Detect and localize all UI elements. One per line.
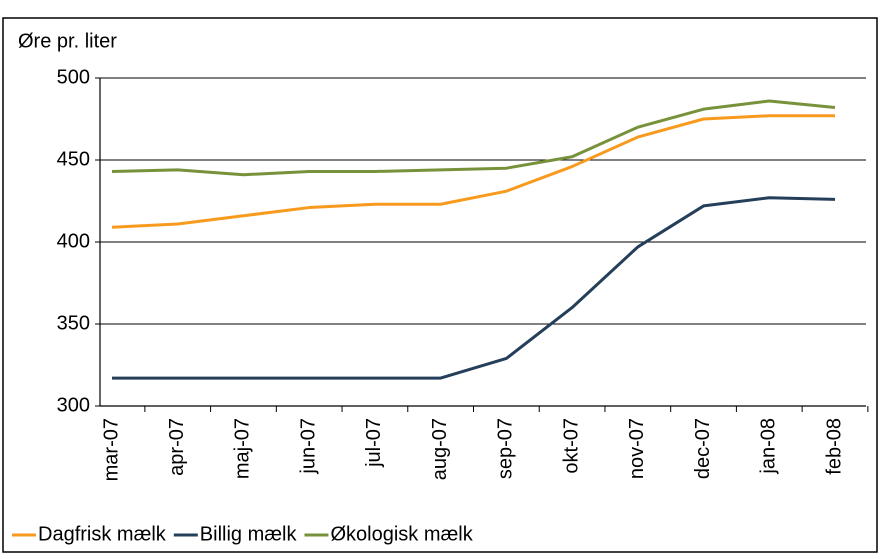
y-tick-label: 400 bbox=[57, 230, 90, 252]
y-tick-label: 450 bbox=[57, 148, 90, 170]
x-tick-label: maj-07 bbox=[232, 418, 254, 479]
x-tick-label: feb-08 bbox=[823, 418, 845, 475]
series-line bbox=[111, 99, 836, 177]
x-tick-label: okt-07 bbox=[560, 418, 582, 474]
x-tick-label: aug-07 bbox=[429, 418, 451, 480]
x-tick-label: apr-07 bbox=[166, 418, 188, 476]
series-line bbox=[112, 196, 836, 380]
series-line bbox=[111, 114, 835, 229]
x-tick-label: jan-08 bbox=[758, 418, 780, 475]
y-axis-label: Øre pr. liter bbox=[18, 30, 117, 52]
x-tick-label: dec-07 bbox=[692, 418, 714, 479]
y-tick-label: 500 bbox=[57, 66, 90, 88]
x-tick-label: sep-07 bbox=[495, 418, 517, 479]
legend-label: Billig mælk bbox=[200, 523, 298, 545]
y-tick-label: 350 bbox=[57, 312, 90, 334]
x-tick-label: nov-07 bbox=[626, 418, 648, 479]
x-tick-label: jun-07 bbox=[297, 418, 319, 475]
legend-label: Dagfrisk mælk bbox=[38, 523, 167, 545]
legend-label: Økologisk mælk bbox=[330, 523, 473, 545]
x-tick-label: jul-07 bbox=[363, 418, 385, 468]
y-tick-label: 300 bbox=[57, 394, 90, 416]
x-tick-label: mar-07 bbox=[100, 418, 122, 481]
